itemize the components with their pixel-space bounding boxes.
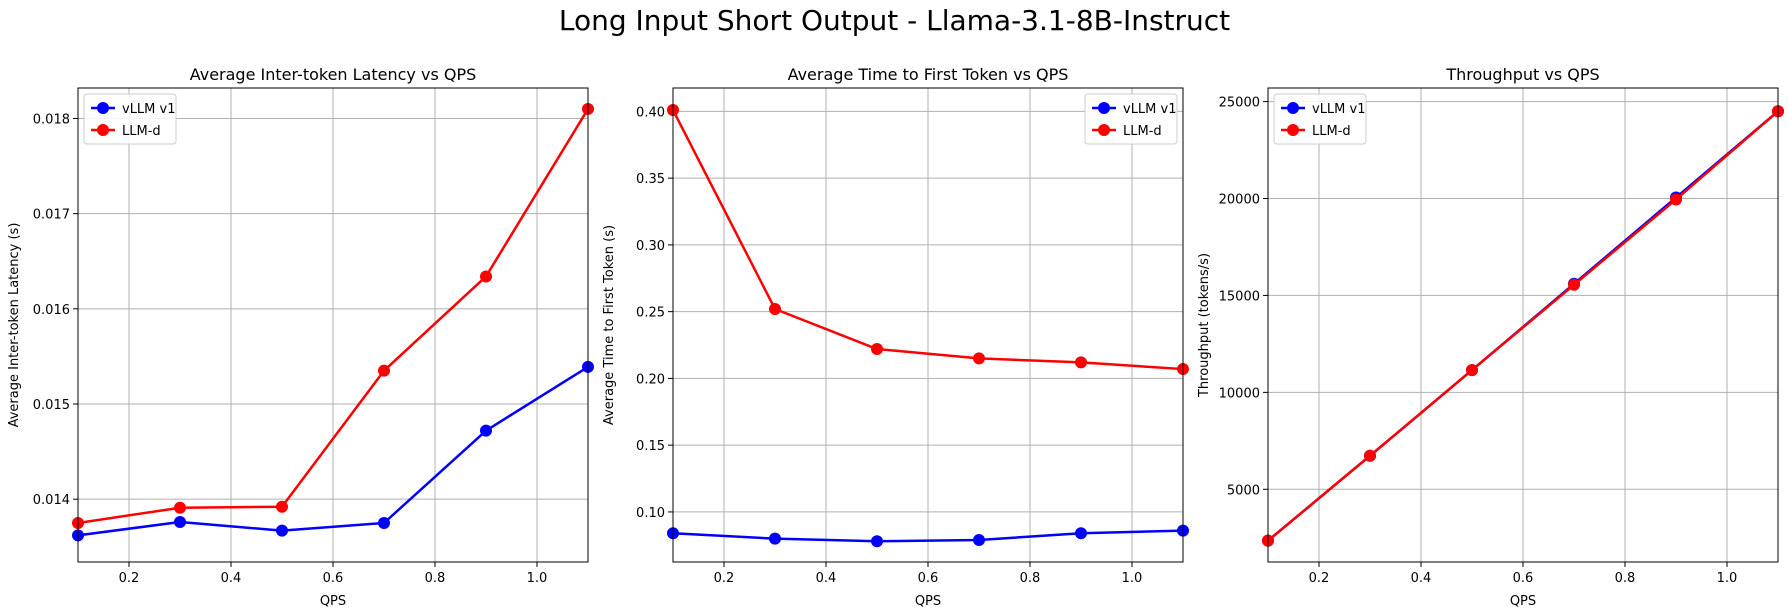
x-tick-label: 0.2: [714, 571, 735, 586]
y-tick-label: 0.017: [33, 208, 70, 223]
x-tick-label: 0.2: [1309, 571, 1330, 586]
x-tick-label: 1.0: [1122, 571, 1143, 586]
legend-label-vllm-v1: vLLM v1: [1123, 102, 1177, 117]
x-tick-label: 1.0: [527, 571, 548, 586]
legend-swatch-marker-llm-d: [1098, 124, 1110, 136]
x-tick-label: 0.8: [1615, 571, 1636, 586]
legend-swatch-marker-vllm-v1: [1287, 102, 1299, 114]
x-tick-label: 0.2: [119, 571, 140, 586]
data-point-llm-d: [276, 500, 288, 513]
legend: vLLM v1 LLM-d: [1084, 93, 1178, 145]
x-tick-label: 0.8: [425, 571, 446, 586]
legend-swatch-marker-vllm-v1: [97, 102, 109, 114]
x-tick-label: 0.4: [816, 571, 837, 586]
y-tick-label: 0.25: [636, 306, 665, 321]
chart-panel-2: 0.2 0.4 0.6 0.8 1.0 0.10 0.15 0.20 0.25 0.30 0.35 0…: [602, 65, 1189, 609]
chart-title: Average Time to First Token vs QPS: [788, 65, 1069, 84]
data-point-vllm-v1: [1075, 527, 1087, 540]
legend-label-llm-d: LLM-d: [1123, 124, 1162, 139]
chart-title: Average Inter-token Latency vs QPS: [190, 65, 477, 84]
x-axis-label: QPS: [915, 594, 941, 609]
x-tick-label: 0.6: [918, 571, 939, 586]
series-line-llm-d: [671, 109, 1184, 371]
x-axis-label: QPS: [320, 594, 346, 609]
x-tick-label: 1.0: [1717, 571, 1738, 586]
data-point-llm-d: [378, 364, 390, 377]
y-tick-label: 20000: [1219, 193, 1260, 208]
series-line-vllm-v1: [77, 365, 589, 537]
y-tick-label: 25000: [1219, 96, 1260, 111]
series-line-llm-d: [77, 108, 590, 525]
data-point-vllm-v1: [769, 532, 781, 545]
y-tick-label: 0.016: [33, 303, 70, 318]
legend-swatch-marker-vllm-v1: [1098, 102, 1110, 114]
y-tick-label: 10000: [1219, 386, 1260, 401]
y-tick-label: 0.20: [636, 372, 665, 387]
plot-frame: [77, 87, 589, 563]
y-tick-label: 0.40: [636, 105, 665, 120]
y-tick-label: 0.35: [636, 172, 665, 187]
data-point-vllm-v1: [871, 535, 883, 548]
y-tick-label: 15000: [1219, 289, 1260, 304]
legend: vLLM v1 LLM-d: [83, 93, 177, 145]
data-point-vllm-v1: [973, 533, 985, 546]
data-point-vllm-v1: [276, 524, 288, 537]
series-line-vllm-v1: [672, 529, 1184, 543]
figure-title: Long Input Short Output - Llama-3.1-8B-I…: [558, 4, 1231, 37]
y-axis-label: Throughput (tokens/s): [1197, 253, 1212, 398]
legend-label-vllm-v1: vLLM v1: [1312, 102, 1366, 117]
data-point-vllm-v1: [480, 424, 492, 437]
chart-title: Throughput vs QPS: [1445, 65, 1599, 84]
data-point-vllm-v1: [378, 516, 390, 529]
y-tick-label: 0.10: [636, 506, 665, 521]
y-tick-label: 5000: [1227, 483, 1260, 498]
y-tick-label: 0.015: [33, 398, 70, 413]
data-point-llm-d: [1568, 278, 1580, 291]
data-point-llm-d: [1364, 449, 1376, 462]
y-tick-label: 0.014: [33, 493, 70, 508]
y-tick-label: 0.30: [636, 239, 665, 254]
plot-frame: [672, 87, 1184, 563]
x-tick-label: 0.4: [1411, 571, 1432, 586]
chart-panel-3: 0.2 0.4 0.6 0.8 1.0 5000 10000 15000 20000 25000 T…: [1197, 65, 1784, 609]
y-tick-label: 0.15: [636, 439, 665, 454]
data-point-llm-d: [1075, 356, 1087, 369]
y-axis-label: Average Inter-token Latency (s): [7, 223, 22, 428]
data-point-llm-d: [174, 501, 186, 514]
x-tick-label: 0.6: [323, 571, 344, 586]
chart-panel-1: 0.2 0.4 0.6 0.8 1.0 0.014 0.015 0.016 0.017 0.018…: [7, 65, 594, 609]
data-point-llm-d: [1466, 364, 1478, 377]
data-point-llm-d: [871, 343, 883, 356]
legend-swatch-marker-llm-d: [97, 124, 109, 136]
series-line-llm-d: [1267, 110, 1779, 542]
legend-swatch-marker-llm-d: [1287, 124, 1299, 136]
y-axis-label: Average Time to First Token (s): [602, 225, 617, 425]
legend-label-llm-d: LLM-d: [1312, 124, 1351, 139]
data-point-llm-d: [480, 270, 492, 283]
legend: vLLM v1 LLM-d: [1273, 93, 1367, 145]
x-tick-label: 0.6: [1513, 571, 1534, 586]
y-tick-label: 0.018: [33, 112, 70, 127]
data-point-llm-d: [973, 352, 985, 365]
x-tick-label: 0.8: [1020, 571, 1041, 586]
x-axis-label: QPS: [1510, 594, 1536, 609]
data-point-llm-d: [1670, 193, 1682, 206]
legend-label-vllm-v1: vLLM v1: [122, 102, 176, 117]
data-point-vllm-v1: [174, 516, 186, 529]
x-tick-label: 0.4: [221, 571, 242, 586]
data-point-llm-d: [769, 302, 781, 315]
legend-label-llm-d: LLM-d: [122, 124, 161, 139]
plot-frame: [1267, 87, 1779, 563]
